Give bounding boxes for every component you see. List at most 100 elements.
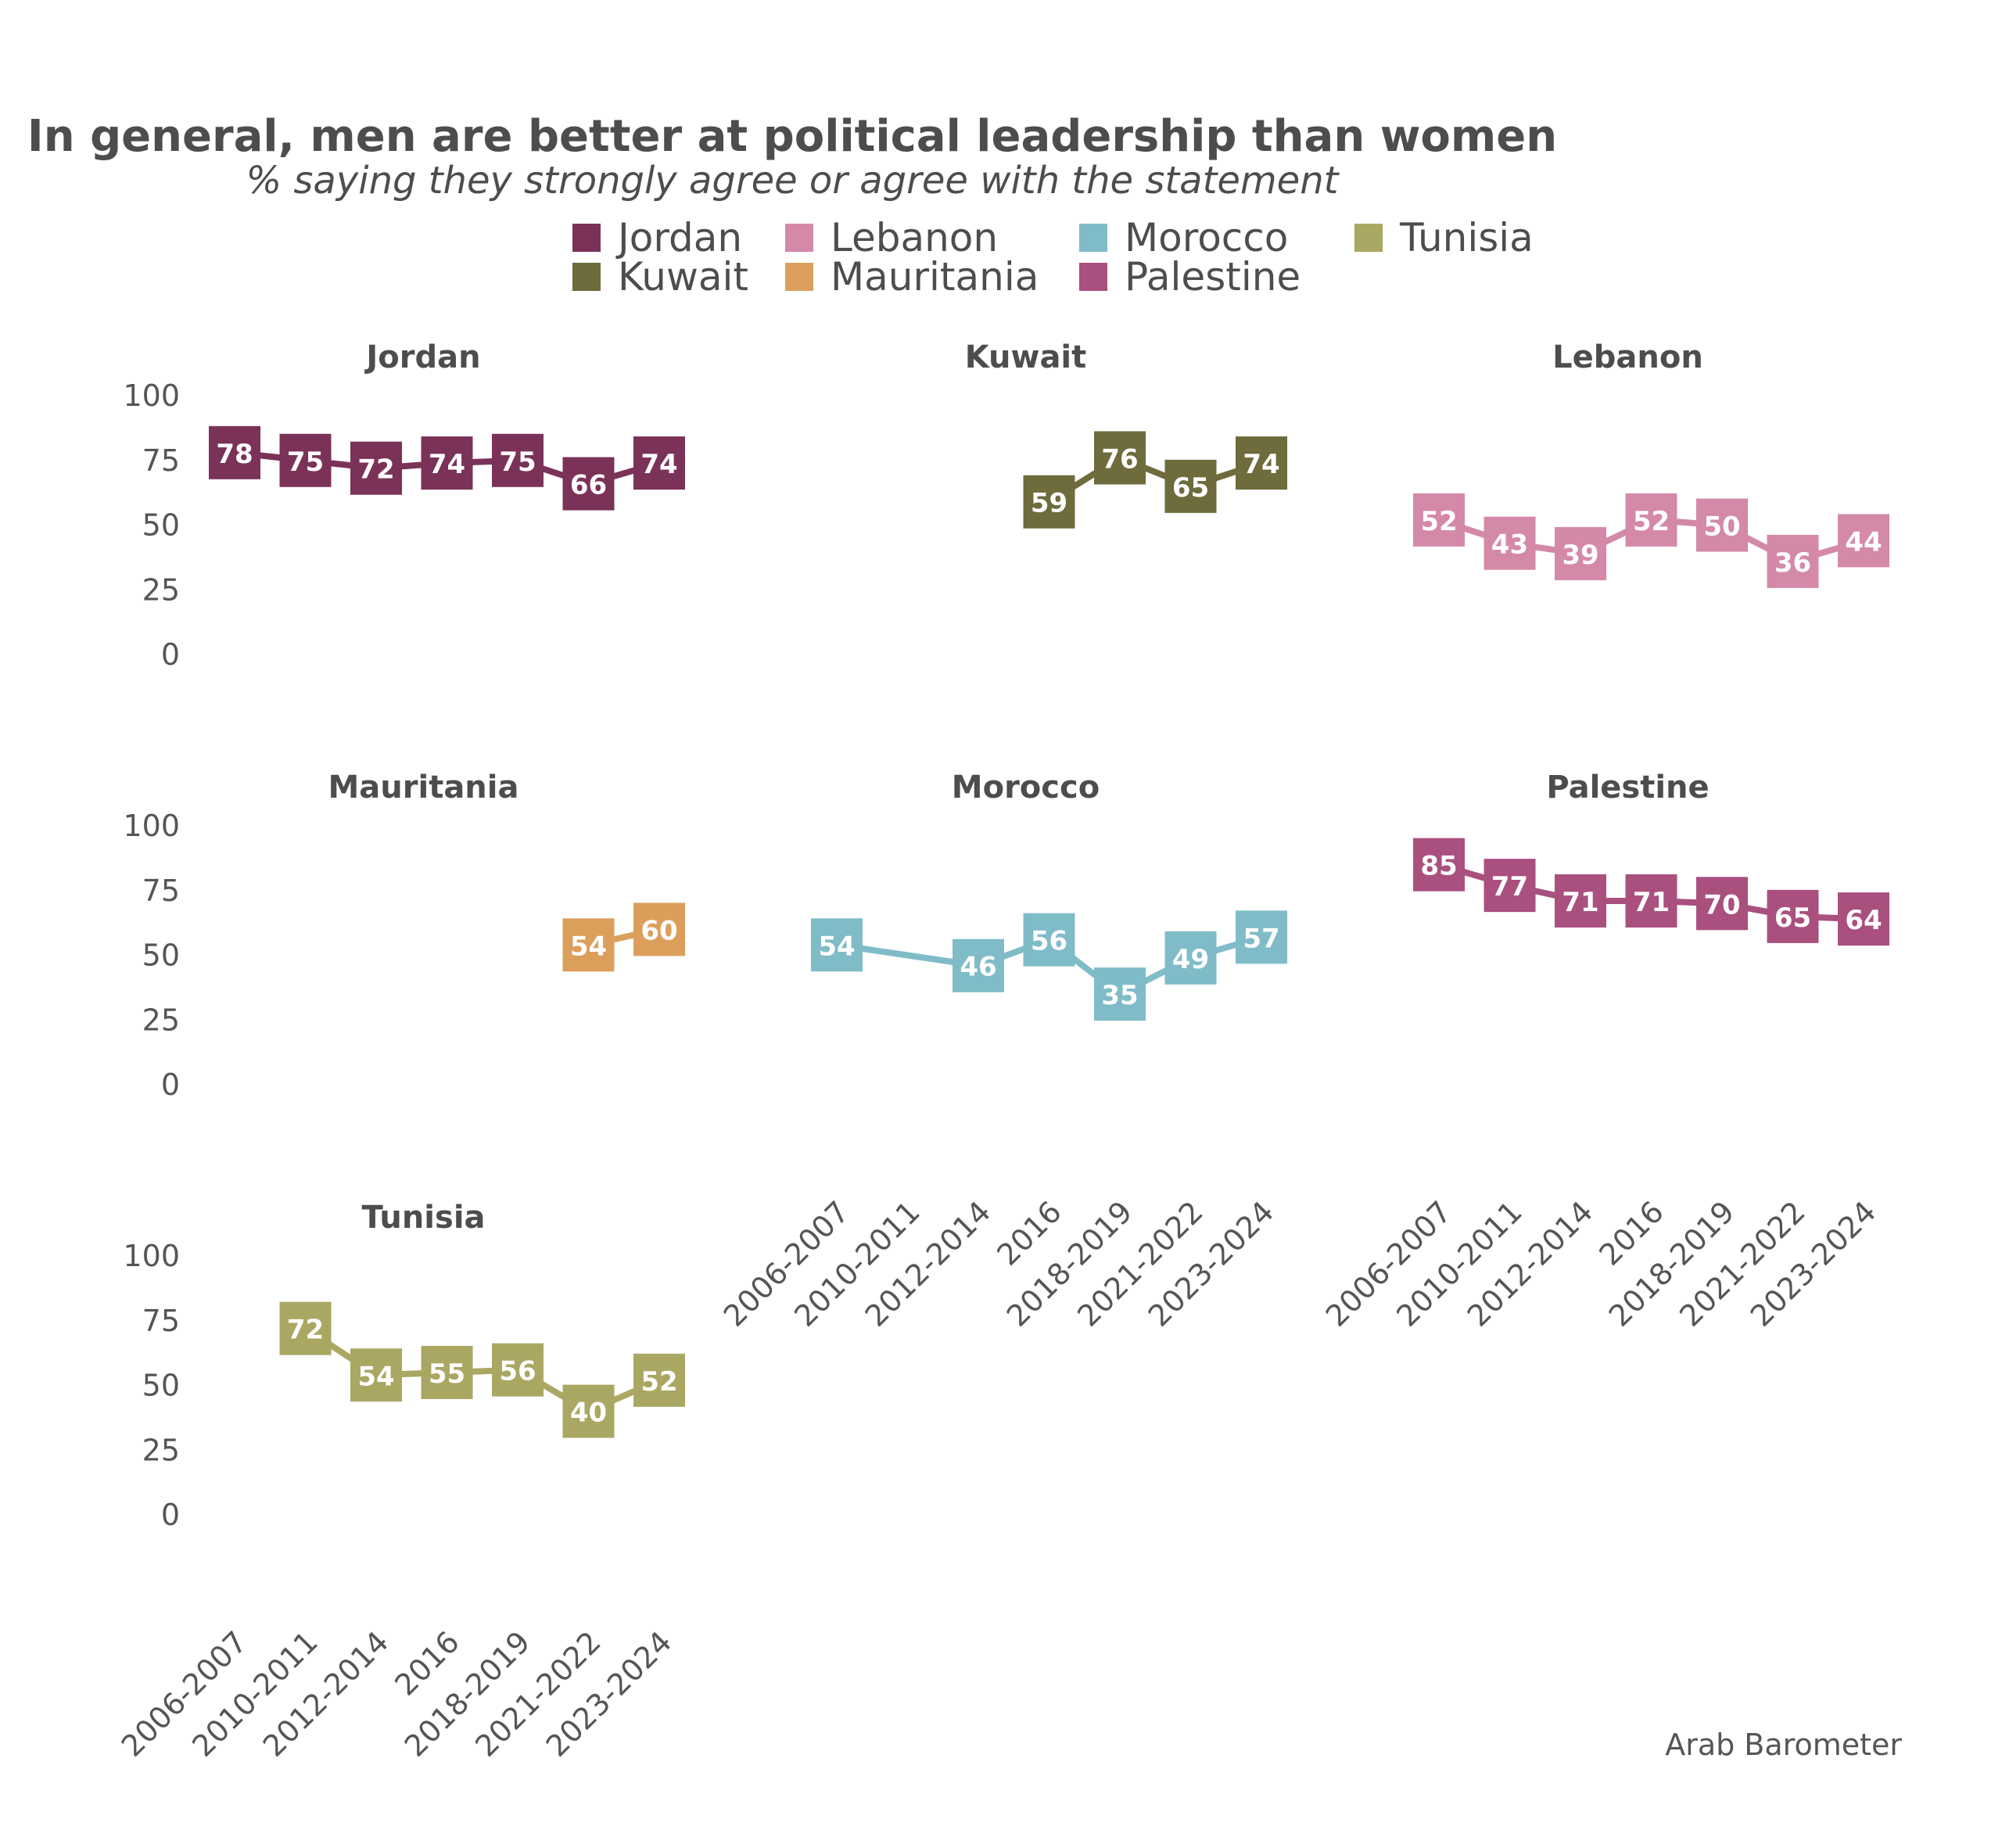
data-point-marker [1164,931,1217,985]
data-point-marker [1625,493,1677,547]
facet-title-lebanon: Lebanon [1552,339,1703,375]
data-label: 65 [1172,472,1209,504]
data-point-marker [1696,877,1748,931]
y-tick-label: 0 [161,1498,180,1532]
data-point-marker [1555,874,1606,928]
data-label: 75 [499,447,536,478]
data-label: 72 [357,454,394,486]
facet-morocco: Morocco5446563549572006-20072010-2011201… [717,770,1287,1333]
data-point-marker [562,457,615,511]
legend-swatch-tunisia [1354,224,1383,252]
data-point-marker [1767,889,1819,943]
facet-title-palestine: Palestine [1546,770,1709,806]
data-label: 71 [1633,887,1670,918]
data-point-marker [1838,892,1889,946]
y-tick-label: 25 [142,1433,180,1467]
legend-swatch-kuwait [572,263,601,291]
data-point-marker [1413,838,1465,892]
legend-swatch-lebanon [785,224,813,252]
data-label: 72 [287,1315,324,1346]
data-point-marker [811,918,863,972]
data-point-marker [492,433,544,487]
legend-swatch-mauritania [785,263,813,291]
data-label: 46 [960,952,996,983]
source-text: Arab Barometer [1665,1728,1902,1762]
legend-label-jordan: Jordan [615,215,742,260]
facet-jordan: Jordan 0 25 50 75 100 78 75 72 74 75 66 74 [123,339,685,672]
legend-swatch-morocco [1079,224,1107,252]
y-tick-label: 75 [142,1304,180,1338]
data-label: 57 [1243,923,1279,954]
chart-title: In general, men are better at political … [27,111,1557,162]
y-tick-label: 100 [123,1239,180,1273]
data-point-marker [492,1343,544,1397]
data-point-marker [1094,967,1146,1021]
facet-title-tunisia: Tunisia [361,1200,485,1236]
y-tick-label: 50 [142,508,180,543]
data-label: 66 [570,470,607,501]
data-label: 85 [1420,851,1457,882]
data-point-marker [1625,874,1677,928]
data-point-marker [562,1384,615,1438]
data-point-marker [562,918,615,972]
data-label: 49 [1172,944,1209,975]
data-label: 74 [429,449,465,480]
data-point-marker [1484,516,1536,570]
data-label: 36 [1774,547,1811,579]
data-point-marker [1094,431,1146,485]
data-label: 65 [1774,902,1811,934]
data-label: 55 [429,1358,465,1390]
legend-swatch-palestine [1079,263,1107,291]
data-point-marker [1236,436,1287,490]
data-point-marker [953,938,1004,992]
legend-label-morocco: Morocco [1125,215,1288,260]
data-label: 50 [1703,511,1740,543]
facet-title-kuwait: Kuwait [965,339,1087,375]
legend-label-kuwait: Kuwait [618,254,748,300]
legend-label-tunisia: Tunisia [1399,215,1534,260]
data-point-marker [1555,526,1606,580]
data-point-marker [350,441,402,495]
y-tick-label: 50 [142,938,180,973]
data-label: 56 [1031,926,1067,957]
y-tick-label: 25 [142,572,180,607]
data-label: 78 [216,439,253,470]
data-point-marker [279,1301,332,1355]
data-label: 64 [1845,905,1882,936]
facet-title-jordan: Jordan [364,339,480,375]
data-point-marker [209,425,260,479]
data-label: 59 [1031,488,1067,519]
data-label: 44 [1845,526,1882,558]
data-point-marker [633,436,685,490]
y-tick-label: 100 [123,379,180,413]
data-label: 52 [1633,506,1670,537]
data-label: 74 [1243,449,1279,480]
data-label: 54 [818,931,855,962]
y-tick-label: 75 [142,443,180,478]
data-point-marker [421,436,473,490]
y-tick-label: 25 [142,1003,180,1037]
data-point-marker [1767,534,1819,588]
data-point-marker [1164,459,1217,513]
data-label: 71 [1562,887,1598,918]
data-label: 70 [1703,889,1740,920]
facet-title-mauritania: Mauritania [328,770,518,806]
data-label: 43 [1491,529,1528,561]
data-label: 54 [570,931,607,962]
y-tick-label: 75 [142,874,180,908]
data-label: 54 [357,1361,394,1392]
data-point-marker [350,1348,402,1402]
data-label: 75 [287,447,324,478]
y-tick-label: 0 [161,637,180,672]
series-line-kuwait [1047,454,1263,505]
data-point-marker [633,902,685,956]
data-point-marker [1236,910,1287,964]
data-label: 74 [640,449,677,480]
legend-label-lebanon: Lebanon [831,215,998,260]
data-label: 35 [1101,980,1138,1011]
chart-subtitle: % saying they strongly agree or agree wi… [246,159,1340,203]
legend: Jordan Lebanon Morocco Tunisia Kuwait Maurita… [572,215,1534,300]
facets: Jordan 0 25 50 75 100 78 75 72 74 75 66 74 Kuwait 59 76… [115,339,1889,1764]
